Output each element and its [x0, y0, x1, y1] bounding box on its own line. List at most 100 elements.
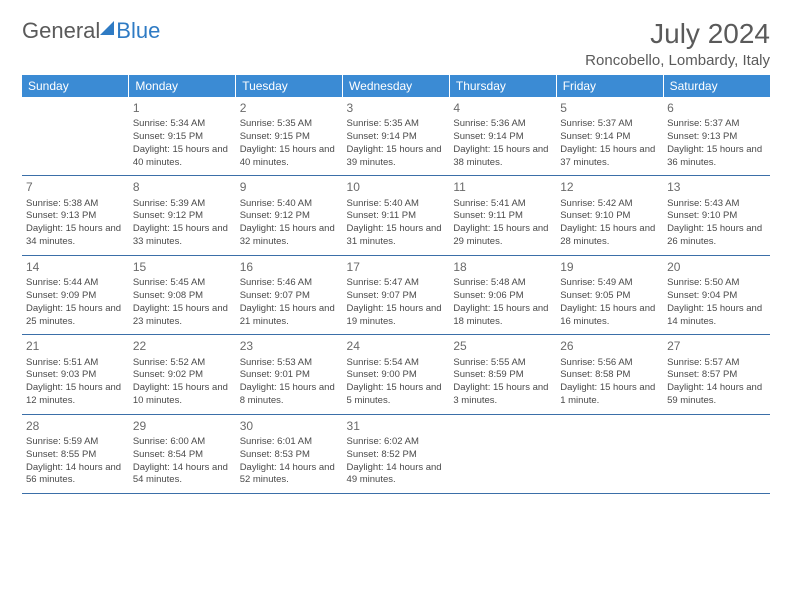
calendar-day-cell: 4Sunrise: 5:36 AMSunset: 9:14 PMDaylight… [449, 97, 556, 176]
sunrise-text: Sunrise: 5:57 AM [667, 357, 766, 370]
daylight-text: Daylight: 15 hours and 29 minutes. [453, 223, 552, 249]
calendar-day-cell [556, 414, 663, 493]
sunset-text: Sunset: 9:10 PM [667, 210, 766, 223]
calendar-day-cell: 26Sunrise: 5:56 AMSunset: 8:58 PMDayligh… [556, 335, 663, 414]
calendar-day-cell: 5Sunrise: 5:37 AMSunset: 9:14 PMDaylight… [556, 97, 663, 176]
weekday-header: Saturday [663, 75, 770, 97]
daylight-text: Daylight: 15 hours and 37 minutes. [560, 144, 659, 170]
daylight-text: Daylight: 15 hours and 32 minutes. [240, 223, 339, 249]
day-number: 9 [240, 179, 339, 195]
daylight-text: Daylight: 15 hours and 12 minutes. [26, 382, 125, 408]
sunset-text: Sunset: 9:13 PM [26, 210, 125, 223]
sunset-text: Sunset: 8:53 PM [240, 449, 339, 462]
day-number: 8 [133, 179, 232, 195]
sunrise-text: Sunrise: 5:56 AM [560, 357, 659, 370]
sunrise-text: Sunrise: 5:53 AM [240, 357, 339, 370]
daylight-text: Daylight: 15 hours and 31 minutes. [347, 223, 446, 249]
calendar-day-cell: 18Sunrise: 5:48 AMSunset: 9:06 PMDayligh… [449, 255, 556, 334]
calendar-day-cell: 15Sunrise: 5:45 AMSunset: 9:08 PMDayligh… [129, 255, 236, 334]
calendar-day-cell: 14Sunrise: 5:44 AMSunset: 9:09 PMDayligh… [22, 255, 129, 334]
day-number: 13 [667, 179, 766, 195]
calendar-day-cell [663, 414, 770, 493]
daylight-text: Daylight: 15 hours and 8 minutes. [240, 382, 339, 408]
sunrise-text: Sunrise: 5:36 AM [453, 118, 552, 131]
sunset-text: Sunset: 8:58 PM [560, 369, 659, 382]
sunrise-text: Sunrise: 5:35 AM [240, 118, 339, 131]
daylight-text: Daylight: 15 hours and 19 minutes. [347, 303, 446, 329]
day-number: 24 [347, 338, 446, 354]
sunset-text: Sunset: 9:07 PM [347, 290, 446, 303]
day-number: 22 [133, 338, 232, 354]
day-number: 20 [667, 259, 766, 275]
sunset-text: Sunset: 9:11 PM [453, 210, 552, 223]
logo-text-general: General [22, 18, 100, 44]
sunset-text: Sunset: 9:15 PM [240, 131, 339, 144]
daylight-text: Daylight: 14 hours and 49 minutes. [347, 462, 446, 488]
daylight-text: Daylight: 14 hours and 56 minutes. [26, 462, 125, 488]
daylight-text: Daylight: 14 hours and 59 minutes. [667, 382, 766, 408]
sunset-text: Sunset: 9:04 PM [667, 290, 766, 303]
calendar-day-cell: 13Sunrise: 5:43 AMSunset: 9:10 PMDayligh… [663, 176, 770, 255]
logo-text-blue: Blue [116, 18, 160, 44]
sunset-text: Sunset: 9:06 PM [453, 290, 552, 303]
sunrise-text: Sunrise: 5:39 AM [133, 198, 232, 211]
sunset-text: Sunset: 8:54 PM [133, 449, 232, 462]
calendar-day-cell: 10Sunrise: 5:40 AMSunset: 9:11 PMDayligh… [343, 176, 450, 255]
calendar-day-cell: 19Sunrise: 5:49 AMSunset: 9:05 PMDayligh… [556, 255, 663, 334]
calendar-week-row: 14Sunrise: 5:44 AMSunset: 9:09 PMDayligh… [22, 255, 770, 334]
calendar-day-cell: 11Sunrise: 5:41 AMSunset: 9:11 PMDayligh… [449, 176, 556, 255]
logo-triangle-icon [100, 21, 114, 35]
calendar-day-cell: 16Sunrise: 5:46 AMSunset: 9:07 PMDayligh… [236, 255, 343, 334]
calendar-day-cell: 30Sunrise: 6:01 AMSunset: 8:53 PMDayligh… [236, 414, 343, 493]
daylight-text: Daylight: 15 hours and 18 minutes. [453, 303, 552, 329]
daylight-text: Daylight: 15 hours and 16 minutes. [560, 303, 659, 329]
day-number: 12 [560, 179, 659, 195]
sunset-text: Sunset: 9:14 PM [347, 131, 446, 144]
sunset-text: Sunset: 9:15 PM [133, 131, 232, 144]
calendar-day-cell: 22Sunrise: 5:52 AMSunset: 9:02 PMDayligh… [129, 335, 236, 414]
sunset-text: Sunset: 9:14 PM [560, 131, 659, 144]
calendar-day-cell: 29Sunrise: 6:00 AMSunset: 8:54 PMDayligh… [129, 414, 236, 493]
daylight-text: Daylight: 15 hours and 40 minutes. [240, 144, 339, 170]
sunrise-text: Sunrise: 5:40 AM [240, 198, 339, 211]
day-number: 27 [667, 338, 766, 354]
calendar-day-cell [449, 414, 556, 493]
calendar-week-row: 1Sunrise: 5:34 AMSunset: 9:15 PMDaylight… [22, 97, 770, 176]
sunrise-text: Sunrise: 6:00 AM [133, 436, 232, 449]
day-number: 19 [560, 259, 659, 275]
calendar-day-cell: 3Sunrise: 5:35 AMSunset: 9:14 PMDaylight… [343, 97, 450, 176]
sunrise-text: Sunrise: 5:44 AM [26, 277, 125, 290]
calendar-day-cell: 31Sunrise: 6:02 AMSunset: 8:52 PMDayligh… [343, 414, 450, 493]
location-text: Roncobello, Lombardy, Italy [585, 52, 770, 69]
calendar-week-row: 7Sunrise: 5:38 AMSunset: 9:13 PMDaylight… [22, 176, 770, 255]
sunrise-text: Sunrise: 5:40 AM [347, 198, 446, 211]
sunset-text: Sunset: 9:12 PM [133, 210, 232, 223]
sunset-text: Sunset: 8:59 PM [453, 369, 552, 382]
calendar-day-cell: 25Sunrise: 5:55 AMSunset: 8:59 PMDayligh… [449, 335, 556, 414]
sunset-text: Sunset: 8:52 PM [347, 449, 446, 462]
daylight-text: Daylight: 15 hours and 10 minutes. [133, 382, 232, 408]
day-number: 23 [240, 338, 339, 354]
sunset-text: Sunset: 9:14 PM [453, 131, 552, 144]
calendar-week-row: 28Sunrise: 5:59 AMSunset: 8:55 PMDayligh… [22, 414, 770, 493]
sunrise-text: Sunrise: 5:35 AM [347, 118, 446, 131]
daylight-text: Daylight: 15 hours and 40 minutes. [133, 144, 232, 170]
sunset-text: Sunset: 9:11 PM [347, 210, 446, 223]
sunrise-text: Sunrise: 5:48 AM [453, 277, 552, 290]
sunrise-text: Sunrise: 5:49 AM [560, 277, 659, 290]
daylight-text: Daylight: 15 hours and 34 minutes. [26, 223, 125, 249]
calendar-day-cell: 7Sunrise: 5:38 AMSunset: 9:13 PMDaylight… [22, 176, 129, 255]
day-number: 30 [240, 418, 339, 434]
calendar-day-cell: 23Sunrise: 5:53 AMSunset: 9:01 PMDayligh… [236, 335, 343, 414]
month-title: July 2024 [585, 18, 770, 50]
sunset-text: Sunset: 8:55 PM [26, 449, 125, 462]
title-block: July 2024 Roncobello, Lombardy, Italy [585, 18, 770, 69]
sunrise-text: Sunrise: 5:50 AM [667, 277, 766, 290]
weekday-header: Wednesday [343, 75, 450, 97]
sunset-text: Sunset: 9:10 PM [560, 210, 659, 223]
daylight-text: Daylight: 15 hours and 14 minutes. [667, 303, 766, 329]
daylight-text: Daylight: 15 hours and 21 minutes. [240, 303, 339, 329]
calendar-day-cell: 27Sunrise: 5:57 AMSunset: 8:57 PMDayligh… [663, 335, 770, 414]
sunrise-text: Sunrise: 5:37 AM [667, 118, 766, 131]
sunset-text: Sunset: 9:09 PM [26, 290, 125, 303]
